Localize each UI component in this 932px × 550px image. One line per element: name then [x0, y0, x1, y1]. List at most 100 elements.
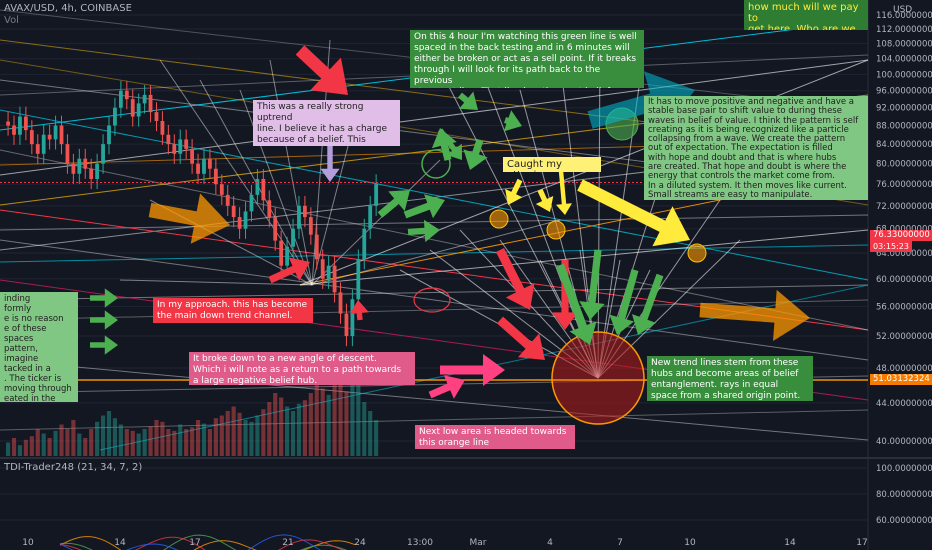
volume-bar: [11, 438, 17, 456]
pink-arrow: [428, 375, 465, 399]
price-tick-label: 68.00000000: [876, 225, 932, 235]
red-arrow: [295, 45, 348, 95]
candle-body: [237, 217, 242, 229]
negative-belief-hub: [551, 331, 645, 425]
price-tick-label: 104.00000000: [876, 55, 932, 65]
volume-bar: [130, 430, 135, 456]
volume-bar: [249, 421, 254, 456]
volume-bar: [136, 433, 141, 456]
candle-body: [231, 205, 236, 218]
candle-body: [362, 228, 367, 260]
candle-body: [326, 265, 331, 279]
orange-node: [687, 243, 707, 263]
volume-bar: [314, 384, 319, 456]
candle-body: [356, 259, 361, 300]
marked-price-tag: 51.03132324: [870, 374, 932, 385]
green-arrow: [556, 263, 597, 345]
candle-body: [202, 158, 206, 174]
candle-body: [225, 194, 230, 206]
candle-body: [190, 148, 195, 164]
candle-body: [297, 205, 301, 229]
candle-body: [273, 217, 278, 241]
volume-bar: [344, 391, 349, 456]
time-tick-label: 17: [189, 538, 200, 548]
volume-bar: [219, 415, 224, 456]
candle-body: [23, 116, 28, 131]
tdi-series-line: [59, 534, 348, 550]
time-tick-label: 24: [354, 538, 366, 548]
hub-ray: [597, 49, 601, 379]
price-tick-label: 72.00000000: [876, 202, 932, 212]
green-arrow: [463, 138, 488, 170]
note-uptrend: This was a really strong uptrend line. I…: [253, 100, 400, 146]
volume-bar: [302, 400, 307, 456]
tdi-series-line: [59, 536, 344, 550]
candle-body: [267, 200, 272, 218]
volume-bar: [285, 406, 290, 456]
volume-bars: [6, 370, 379, 456]
trend-line: [0, 109, 869, 281]
volume-bar: [296, 403, 302, 456]
volume-bar: [112, 418, 118, 456]
candle-body: [142, 94, 147, 104]
volume-bar: [190, 427, 195, 456]
candle-body: [219, 184, 224, 195]
candle-body: [213, 168, 218, 185]
volume-bar: [6, 442, 11, 456]
candle-body: [71, 163, 76, 174]
candle-body: [47, 134, 52, 140]
time-tick-label: 10: [684, 538, 696, 548]
candle-body: [124, 90, 129, 100]
red-arrow: [349, 300, 369, 321]
volume-bar: [290, 411, 296, 456]
volume-bar: [201, 423, 207, 456]
time-tick-label: 7: [617, 538, 623, 548]
volume-bar: [23, 439, 28, 456]
tdi-series-line: [59, 536, 356, 550]
candle-body: [314, 234, 319, 260]
price-tick-label: 116.00000000: [876, 11, 932, 21]
note-left-green: inding formly e is no reason e of these …: [0, 292, 78, 402]
candle-body: [6, 121, 10, 126]
price-tick-label: 108.00000000: [876, 40, 932, 50]
price-tick-label: 112.00000000: [876, 25, 932, 35]
note-next-low: Next low area is headed towards this ora…: [415, 425, 575, 449]
volume-bar: [195, 420, 201, 456]
green-arrow: [609, 269, 639, 335]
green-arrow: [503, 110, 522, 132]
candle-body: [196, 163, 200, 174]
price-tick-label: 88.00000000: [876, 122, 932, 132]
tdi-series-line: [59, 534, 321, 550]
candle-body: [83, 158, 88, 169]
symbol-title: AVAX/USD, 4h, COINBASE: [4, 3, 132, 14]
green-arrow: [579, 249, 605, 320]
volume-bar: [350, 370, 355, 456]
candle-body: [374, 184, 379, 206]
candle-body: [113, 107, 117, 126]
candle-body: [118, 90, 123, 108]
candle-body: [320, 259, 325, 279]
candle-body: [160, 121, 165, 135]
candle-body: [59, 125, 64, 145]
time-tick-label: 10: [22, 538, 34, 548]
note-broke-down: It broke down to a new angle of descent.…: [189, 352, 415, 385]
volume-bar: [172, 430, 177, 456]
volume-bar: [207, 429, 212, 456]
time-tick-label: 14: [784, 538, 796, 548]
candle-body: [12, 125, 16, 135]
candle-body: [303, 205, 307, 218]
volume-bar: [308, 393, 313, 456]
trend-line: [0, 409, 869, 431]
candle-body: [130, 99, 135, 117]
green-arrow: [632, 273, 664, 335]
candle-body: [368, 205, 373, 229]
price-tick-label: 44.00000000: [876, 399, 932, 409]
annotation-arrows: [90, 45, 810, 399]
yellow-arrow: [535, 188, 554, 212]
yellow-arrow: [577, 179, 690, 247]
current-price-tag: 76.33000000: [870, 230, 932, 241]
volume-bar: [213, 418, 218, 456]
price-tick-label: 96.00000000: [876, 87, 932, 97]
price-tick-label: 52.00000000: [876, 332, 932, 342]
origin-ray: [269, 59, 313, 286]
